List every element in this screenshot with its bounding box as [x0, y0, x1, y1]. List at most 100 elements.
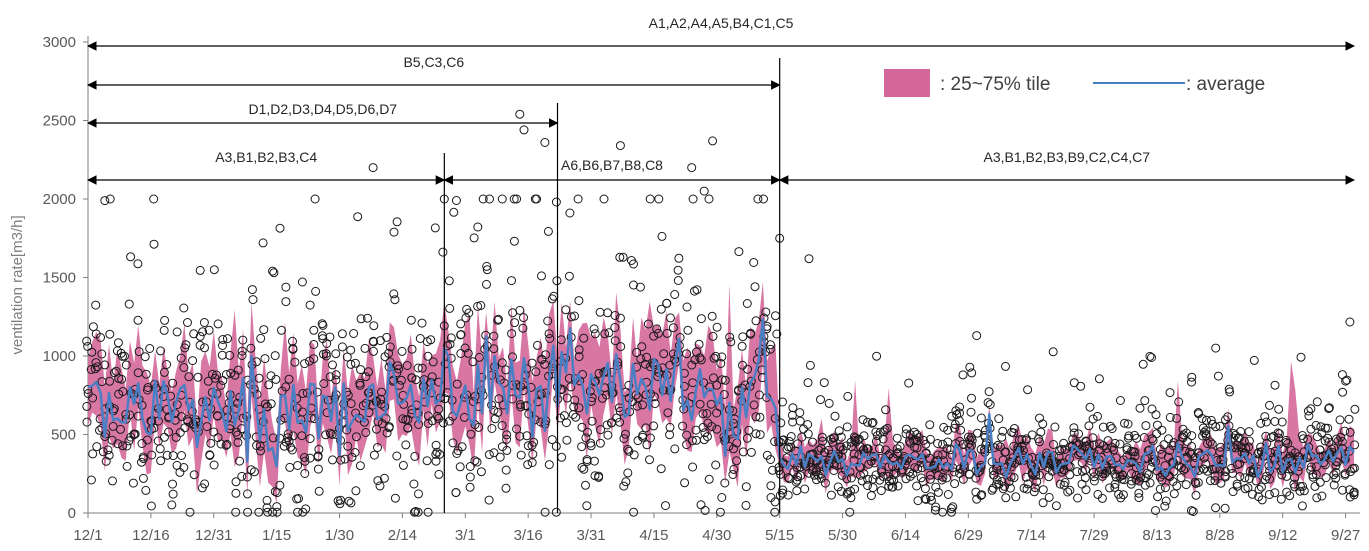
scatter-point — [938, 507, 948, 517]
scatter-point — [218, 335, 228, 344]
scatter-point — [1324, 403, 1334, 413]
scatter-point — [1009, 428, 1019, 438]
scatter-point — [255, 441, 265, 451]
scatter-point — [86, 365, 96, 374]
scatter-point — [1174, 397, 1184, 407]
scatter-point — [225, 350, 235, 360]
scatter-point — [160, 315, 170, 325]
scatter-point — [256, 333, 266, 343]
x-tick-label: 1/15 — [262, 527, 291, 544]
scatter-point — [122, 461, 132, 471]
scatter-point — [1213, 371, 1223, 381]
y-tick-label: 500 — [51, 427, 76, 444]
scatter-point — [863, 481, 872, 490]
scatter-point — [465, 472, 475, 482]
scatter-point — [830, 433, 839, 443]
scatter-point — [91, 300, 101, 310]
scatter-point — [259, 325, 269, 335]
scatter-point — [803, 420, 813, 429]
scatter-point — [995, 442, 1005, 452]
scatter-point — [231, 488, 241, 498]
scatter-point — [864, 459, 874, 469]
x-tick-label: 2/14 — [388, 527, 417, 544]
scatter-point — [384, 348, 394, 358]
scatter-point — [1338, 387, 1348, 397]
scatter-point — [254, 507, 264, 517]
scatter-point — [925, 420, 935, 430]
scatter-point — [1105, 421, 1115, 431]
scatter-point — [1151, 410, 1161, 420]
scatter-point — [177, 451, 186, 460]
x-tick-label: 6/14 — [891, 527, 920, 544]
scatter-point — [858, 415, 868, 425]
scatter-point — [621, 477, 631, 487]
scatter-point — [1312, 493, 1322, 503]
x-tick-label: 7/29 — [1079, 527, 1108, 544]
scatter-point — [410, 451, 420, 461]
scatter-point — [793, 439, 803, 449]
scatter-point — [482, 279, 491, 289]
scatter-point — [262, 495, 272, 505]
scatter-point — [290, 357, 300, 367]
scatter-point — [1140, 396, 1150, 406]
scatter-point — [708, 331, 718, 341]
scatter-point — [565, 208, 575, 218]
scatter-point — [325, 332, 335, 342]
scatter-point — [863, 474, 873, 484]
period-span-label: D1,D2,D3,D4,D5,D6,D7 — [248, 101, 397, 117]
scatter-point — [530, 194, 540, 204]
scatter-point — [1205, 437, 1215, 447]
scatter-point — [662, 298, 672, 308]
scatter-point — [955, 408, 964, 418]
scatter-point — [692, 285, 702, 295]
scatter-point — [543, 316, 553, 326]
scatter-point — [269, 268, 279, 278]
scatter-point — [519, 125, 529, 135]
scatter-point — [130, 429, 140, 439]
average-line-layer — [87, 317, 1355, 479]
scatter-point — [742, 299, 752, 308]
scatter-point — [523, 460, 533, 470]
scatter-point — [633, 436, 643, 446]
scatter-point — [179, 303, 189, 313]
scatter-point — [213, 319, 223, 329]
scatter-point — [595, 307, 605, 317]
scatter-point — [1256, 418, 1266, 428]
scatter-point — [799, 424, 808, 434]
scatter-point — [624, 380, 634, 390]
scatter-point — [583, 427, 592, 437]
scatter-point — [770, 507, 780, 517]
scatter-point — [297, 431, 307, 441]
scatter-point — [744, 425, 754, 435]
scatter-point — [351, 432, 361, 442]
scatter-point — [464, 308, 474, 318]
scatter-point — [401, 415, 411, 425]
scatter-point — [344, 496, 354, 506]
scatter-point — [325, 372, 335, 382]
scatter-point — [581, 480, 590, 490]
scatter-point — [327, 430, 337, 439]
scatter-point — [138, 473, 148, 483]
scatter-point — [200, 343, 209, 353]
scatter-point — [417, 318, 427, 328]
scatter-point — [696, 500, 706, 510]
scatter-point — [843, 391, 853, 401]
scatter-point — [443, 341, 452, 351]
scatter-point — [445, 416, 454, 426]
scatter-point — [470, 456, 480, 466]
scatter-point — [561, 305, 571, 315]
scatter-point — [629, 507, 639, 517]
scatter-point — [1124, 431, 1134, 441]
scatter-point — [972, 428, 982, 438]
scatter-point — [116, 348, 126, 358]
scatter-point — [1321, 473, 1331, 483]
scatter-point — [846, 486, 855, 496]
scatter-point — [1228, 487, 1238, 497]
scatter-point — [1187, 431, 1197, 441]
scatter-point — [428, 357, 438, 367]
scatter-point — [987, 485, 997, 495]
scatter-point — [461, 313, 471, 323]
scatter-point — [1130, 447, 1140, 457]
scatter-point — [1107, 424, 1117, 434]
scatter-point — [270, 351, 280, 361]
